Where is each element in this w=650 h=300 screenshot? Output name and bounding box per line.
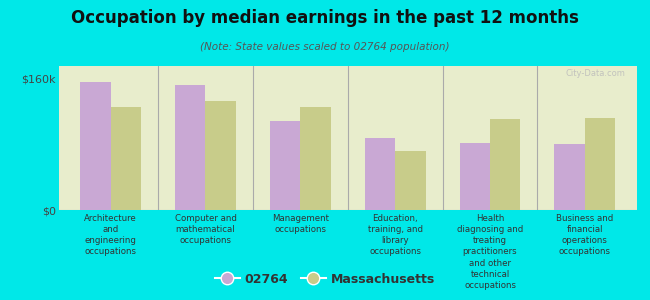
Bar [300,107,331,210]
Bar [554,144,585,210]
Bar [205,101,236,210]
Text: City-Data.com: City-Data.com [566,69,625,78]
Bar [365,138,395,210]
Bar [585,118,615,210]
Text: Occupation by median earnings in the past 12 months: Occupation by median earnings in the pas… [71,9,579,27]
Bar [460,142,490,210]
Text: (Note: State values scaled to 02764 population): (Note: State values scaled to 02764 popu… [200,42,450,52]
Bar [270,121,300,210]
Bar [395,151,426,210]
Bar [81,82,110,210]
Bar [175,85,205,210]
Legend: 02764, Massachusetts: 02764, Massachusetts [210,268,440,291]
Bar [490,119,521,210]
Bar [111,107,141,210]
